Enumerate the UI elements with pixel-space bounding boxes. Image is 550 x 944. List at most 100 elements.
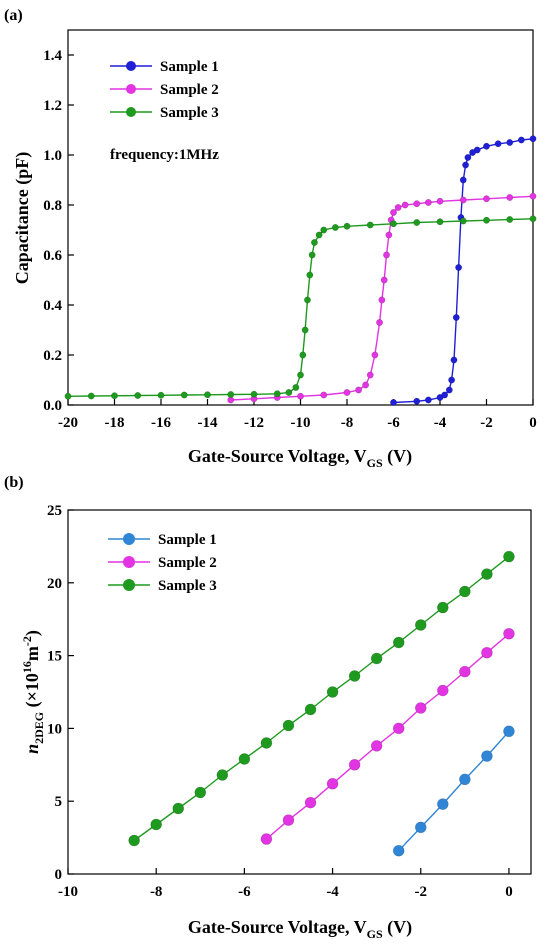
sample-2-point xyxy=(482,195,490,203)
sample-3-point xyxy=(299,351,307,359)
sample-1-point xyxy=(459,773,471,786)
sample-1-point xyxy=(452,313,460,321)
series-group-a xyxy=(64,135,537,406)
x-axis-title-a-sub: GS xyxy=(367,456,383,470)
sample-3-point xyxy=(392,636,405,649)
y-tick-label: 1.2 xyxy=(43,98,62,114)
legend-sample-3-label: Sample 3 xyxy=(160,105,219,121)
y-axis-title-b-close: ) xyxy=(22,630,43,636)
y-tick-label: 1.4 xyxy=(43,48,62,64)
legend-sample-3-marker xyxy=(123,579,135,591)
sample-1-line xyxy=(398,730,510,852)
y-axis-title-a: Capacitance (pF) xyxy=(12,152,33,284)
sample-3-line xyxy=(133,556,510,842)
sample-2-point xyxy=(383,251,391,259)
sample-2-point xyxy=(378,296,386,304)
sample-3-point xyxy=(482,216,490,224)
plot-frame-b xyxy=(67,509,532,875)
sample-3-point xyxy=(194,786,207,799)
legend-sample-2-label: Sample 2 xyxy=(160,82,219,98)
y-axis-title-b-unit: (×10 xyxy=(22,673,43,712)
sample-2-point xyxy=(362,381,370,389)
sample-3-point xyxy=(437,601,449,614)
sample-2-point xyxy=(481,646,493,659)
sample-3-point xyxy=(414,619,427,631)
x-tick-label: -4 xyxy=(326,884,339,900)
sample-1-point xyxy=(413,397,421,405)
y-tick-label: 0.8 xyxy=(43,198,62,214)
x-tick-label: -16 xyxy=(151,415,171,431)
x-tick-label: -14 xyxy=(198,415,218,431)
x-axis-title-a-unit: (V) xyxy=(383,446,413,467)
sample-3-point xyxy=(303,296,311,304)
sample-2-point xyxy=(380,276,388,284)
sample-1-point xyxy=(437,798,449,810)
sample-3-point xyxy=(150,818,162,831)
y-tick-label: 5 xyxy=(55,794,63,810)
legend-sample-3-marker xyxy=(126,107,136,117)
legend-sample-3-label: Sample 3 xyxy=(158,578,217,594)
sample-1-point xyxy=(517,136,525,144)
y-tick-label: 0.6 xyxy=(43,248,62,264)
sample-1-point xyxy=(392,844,405,857)
sample-3-point xyxy=(436,218,444,226)
panel-a-label: (a) xyxy=(4,7,23,24)
sample-3-point xyxy=(320,226,328,234)
sample-3-point xyxy=(481,568,493,580)
sample-3-point xyxy=(413,219,421,227)
sample-1-point xyxy=(503,725,515,738)
legend-sample-1-label: Sample 1 xyxy=(158,532,217,548)
sample-2-point xyxy=(304,796,317,809)
sample-3-point xyxy=(331,224,339,232)
x-tick-label: 0 xyxy=(529,415,537,431)
x-axis-title-b-sub: GS xyxy=(367,927,383,941)
sample-3-point xyxy=(459,585,471,598)
sample-3-point xyxy=(503,550,515,563)
sample-2-point xyxy=(503,627,515,640)
y-axis-title-b-sup2: -2 xyxy=(20,636,34,646)
x-axis-title-a-main: Gate-Source Voltage, V xyxy=(188,446,367,466)
sample-3-point xyxy=(326,686,339,698)
sample-2-point xyxy=(401,201,409,209)
sample-1-point xyxy=(414,821,427,834)
legend-sample-2-marker xyxy=(126,84,136,94)
sample-3-point xyxy=(238,753,251,765)
sample-3-point xyxy=(134,391,142,399)
y-axis-title-b-sub: 2DEG xyxy=(32,712,46,744)
sample-2-point xyxy=(326,777,339,790)
sample-2-point xyxy=(371,351,379,359)
sample-3-point xyxy=(459,217,467,225)
y-axis-title-b-sup: 16 xyxy=(20,661,34,673)
sample-3-point xyxy=(306,271,314,279)
legend-b: Sample 1 Sample 2 Sample 3 xyxy=(108,532,217,594)
y-axis-title-b: n2DEG (×1016m-2) xyxy=(20,630,46,754)
sample-2-point xyxy=(320,391,328,399)
x-tick-label: -2 xyxy=(415,884,428,900)
sample-2-point xyxy=(376,318,384,326)
sample-2-point xyxy=(437,684,449,697)
sample-3-point xyxy=(273,390,281,398)
sample-3-point xyxy=(260,737,273,749)
sample-3-point xyxy=(87,392,95,400)
sample-2-point xyxy=(394,204,402,212)
sample-3-point xyxy=(315,231,323,239)
sample-3-point xyxy=(292,383,300,391)
sample-2-point xyxy=(370,740,383,752)
sample-3-point xyxy=(529,215,537,223)
x-tick-label: -18 xyxy=(105,415,125,431)
y-axis-title-b-unit2: m xyxy=(22,646,42,661)
sample-3-point xyxy=(389,220,397,228)
sample-1-point xyxy=(473,146,481,154)
legend-a: Sample 1 Sample 2 Sample 3 xyxy=(110,59,219,121)
sample-3-point xyxy=(111,392,119,400)
sample-2-point xyxy=(282,814,295,826)
sample-3-point xyxy=(157,391,165,399)
sample-1-point xyxy=(459,176,467,184)
sample-1-point xyxy=(389,398,397,406)
sample-1-point xyxy=(482,142,490,150)
sample-1-point xyxy=(462,161,470,169)
x-axis-ticks-a: -20 -18 -16 -14 -12 -10 -8 -6 -4 -2 0 xyxy=(58,399,537,431)
sample-2-point xyxy=(385,231,393,239)
sample-2-point xyxy=(414,702,427,714)
